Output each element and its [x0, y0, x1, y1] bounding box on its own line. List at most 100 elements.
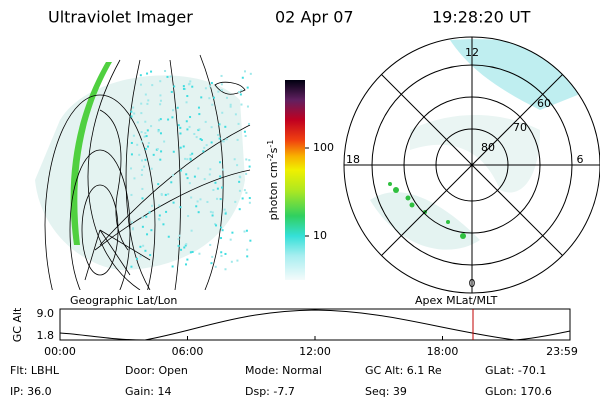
speckle [185, 243, 188, 246]
speckle [224, 212, 227, 215]
speckle [141, 197, 144, 200]
speckle [156, 148, 159, 151]
polar-label: 6 [577, 153, 584, 166]
speckle [146, 233, 149, 236]
speckle [238, 90, 241, 93]
y-tick-label: 9.0 [37, 307, 55, 320]
speckle [157, 183, 160, 186]
speckle [130, 153, 133, 156]
speckle [224, 268, 227, 271]
speckle [136, 257, 139, 260]
speckle [191, 250, 194, 253]
speckle [216, 197, 219, 200]
speckle [140, 159, 143, 162]
unit: s [267, 147, 280, 153]
speckle [185, 120, 188, 123]
speckle [145, 215, 148, 218]
speckle [220, 251, 223, 254]
speckle [132, 227, 135, 230]
speckle [130, 167, 133, 170]
speckle [221, 140, 224, 143]
speckle [171, 174, 174, 177]
info-field: Seq: 39 [365, 385, 407, 398]
speckle [198, 128, 201, 131]
speckle [198, 252, 201, 255]
speckle [140, 140, 143, 143]
speckle [204, 87, 207, 90]
speckle [147, 99, 150, 102]
speckle [222, 140, 225, 143]
speckle [185, 173, 188, 176]
speckle [248, 165, 251, 168]
speckle [212, 188, 215, 191]
speckle [211, 211, 214, 214]
colorbar-tick-label: 100 [313, 141, 334, 154]
coastline [214, 81, 246, 95]
speckle [145, 135, 148, 138]
speckle [182, 87, 185, 90]
speckle [190, 196, 193, 199]
speckle [240, 103, 243, 106]
speckle [195, 136, 198, 139]
speckle [205, 144, 208, 147]
speckle [173, 85, 176, 88]
speckle [189, 153, 192, 156]
speckle [159, 94, 162, 97]
info-field: IP: 36.0 [10, 385, 52, 398]
speckle [169, 75, 172, 78]
speckle [216, 133, 219, 136]
altitude-curve [59, 309, 571, 341]
speckle [160, 150, 163, 153]
speckle [179, 146, 182, 149]
speckle [220, 226, 223, 229]
speckle [180, 248, 183, 251]
speckle [210, 81, 213, 84]
speckle [236, 164, 239, 167]
speckle [218, 123, 221, 126]
speckle [158, 204, 161, 207]
speckle [239, 176, 242, 179]
speckle [193, 175, 196, 178]
speckle [130, 141, 133, 144]
speckle [220, 254, 223, 257]
speckle [234, 113, 237, 116]
speckle [150, 125, 153, 128]
speckle [220, 83, 223, 86]
speckle [144, 148, 147, 151]
speckle [157, 217, 160, 220]
speckle [248, 159, 251, 162]
speckle [206, 200, 209, 203]
speckle [177, 124, 180, 127]
title: Ultraviolet Imager [48, 8, 193, 27]
speckle [248, 122, 251, 125]
speckle [165, 210, 168, 213]
speckle [219, 175, 222, 178]
speckle [214, 223, 217, 226]
speckle [170, 181, 173, 184]
speckle [144, 132, 147, 135]
speckle [203, 178, 206, 181]
speckle [167, 235, 170, 238]
speckle [157, 129, 160, 132]
auroral-arc [70, 62, 112, 245]
speckle [179, 126, 182, 129]
speckle [186, 177, 189, 180]
speckle [163, 140, 166, 143]
polar-label: 18 [346, 153, 360, 166]
speckle [191, 85, 194, 88]
speckle [208, 85, 211, 88]
exponent: -2 [266, 153, 275, 161]
speckle [204, 120, 207, 123]
exponent: -1 [266, 140, 275, 148]
speckle [202, 150, 205, 153]
speckle [171, 116, 174, 119]
speckle [150, 229, 153, 232]
altitude-frame [59, 308, 571, 341]
speckle [167, 118, 170, 121]
speckle [130, 193, 133, 196]
speckle [178, 234, 181, 237]
speckle [140, 173, 143, 176]
speckle [221, 229, 224, 232]
speckle [248, 201, 251, 204]
speckle [164, 193, 167, 196]
